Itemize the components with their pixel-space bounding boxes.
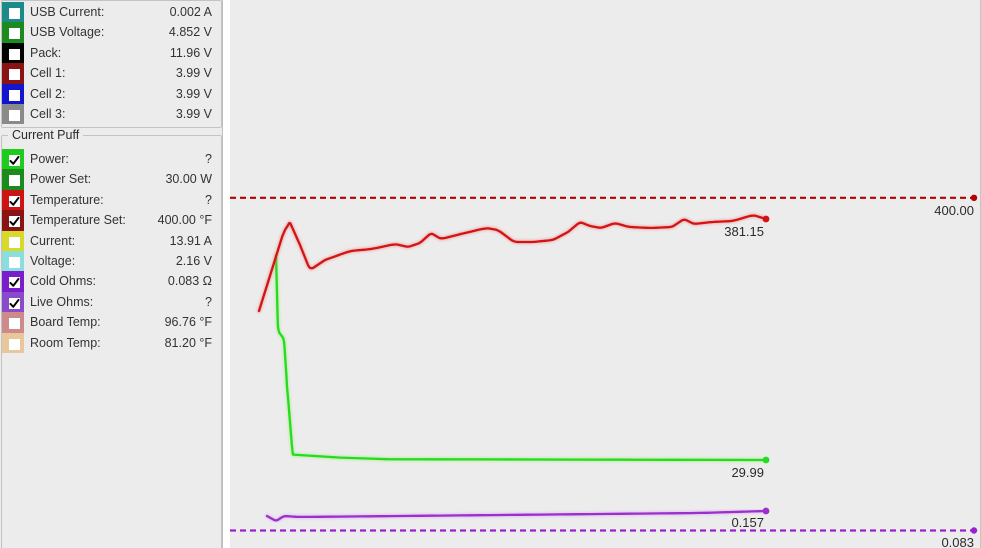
svg-text:29.99: 29.99	[731, 465, 764, 480]
svg-text:0.157: 0.157	[731, 515, 764, 530]
svg-text:400.00: 400.00	[934, 203, 974, 218]
svg-text:381.15: 381.15	[724, 224, 764, 239]
svg-text:0.083: 0.083	[941, 535, 974, 548]
